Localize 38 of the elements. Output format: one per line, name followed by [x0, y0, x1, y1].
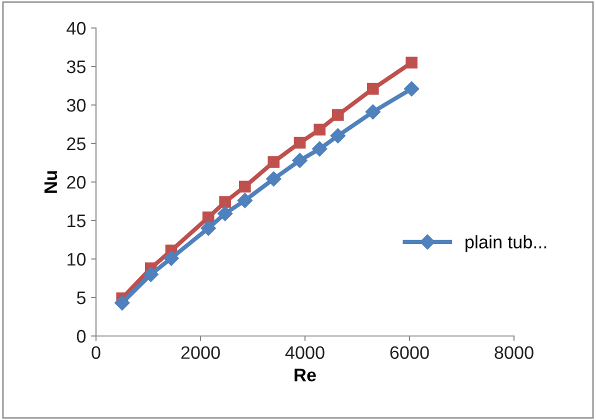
point: [404, 81, 420, 96]
x-axis-title: Re: [294, 368, 316, 382]
point: [266, 171, 282, 186]
point: [237, 192, 252, 208]
point: [294, 136, 306, 149]
point: [332, 109, 344, 121]
point: [268, 156, 280, 168]
point: [219, 196, 231, 208]
point: [239, 180, 251, 193]
point: [202, 212, 214, 224]
y-tick-label: 0: [76, 330, 86, 343]
point: [314, 124, 326, 136]
point: [114, 295, 130, 310]
y-axis-title: Nu: [44, 171, 58, 193]
y-tick-label: 5: [76, 292, 86, 304]
y-tick-label: 40: [66, 22, 86, 35]
point: [200, 220, 216, 236]
y-tick-label: 30: [66, 98, 86, 112]
x-tick-label: 2000: [181, 346, 220, 359]
x-tick-label: 0: [92, 346, 100, 359]
legend-label: plain tub...: [466, 235, 546, 252]
point: [367, 82, 379, 95]
y-tick-label: 15: [68, 214, 86, 228]
point: [164, 250, 179, 266]
x-tick-label: 6000: [390, 346, 429, 359]
point: [292, 152, 308, 168]
point: [365, 104, 380, 120]
y-tick-label: 10: [68, 252, 86, 266]
point: [143, 266, 158, 282]
x-tick-label: 8000: [494, 346, 534, 359]
point: [406, 56, 418, 69]
point: [217, 206, 233, 222]
y-tick-label: 25: [67, 137, 86, 150]
point: [312, 141, 328, 156]
y-tick-label: 20: [67, 176, 86, 189]
x-tick-label: 4000: [285, 346, 324, 359]
y-tick-label: 35: [66, 60, 86, 74]
point: [330, 128, 346, 144]
